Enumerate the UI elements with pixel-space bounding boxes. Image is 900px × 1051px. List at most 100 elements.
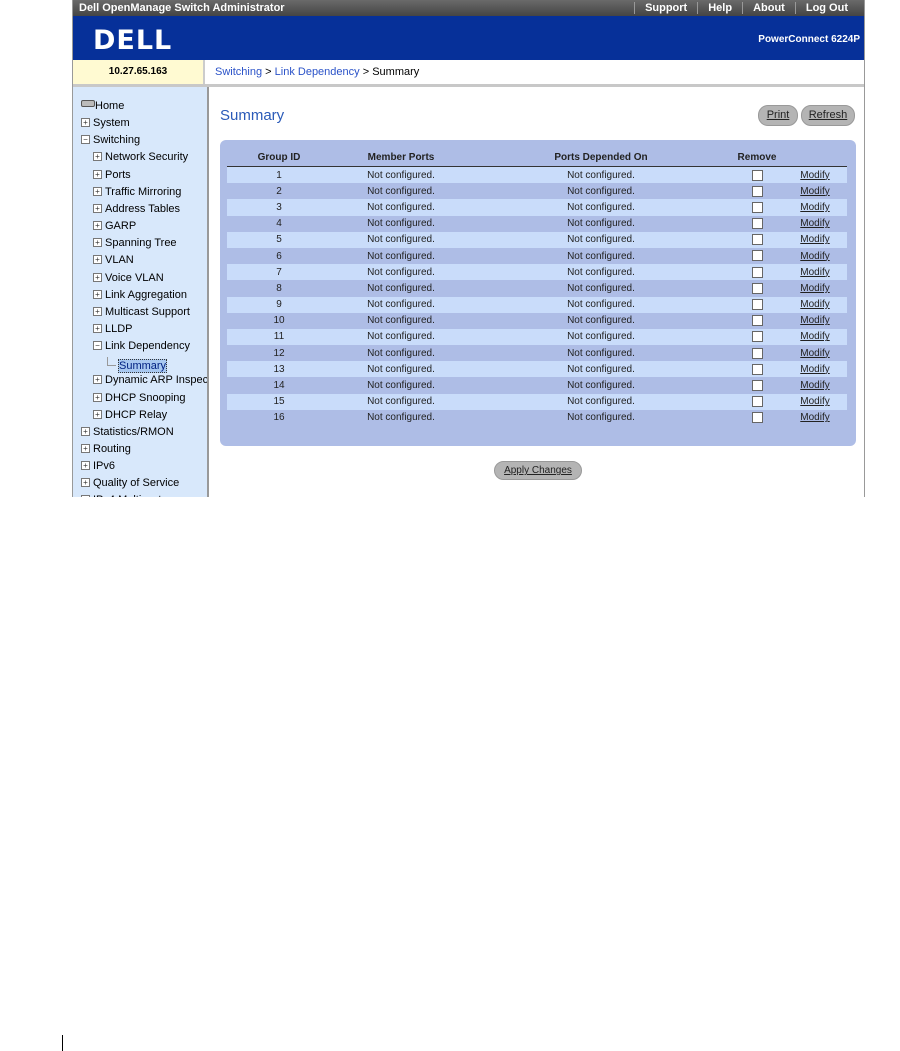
remove-checkbox[interactable] xyxy=(751,315,763,327)
group-id: 15 xyxy=(227,393,331,410)
col-group-id: Group ID xyxy=(227,148,331,167)
remove-checkbox[interactable] xyxy=(751,218,763,230)
expand-icon: + xyxy=(93,255,102,265)
refresh-button[interactable]: Refresh xyxy=(801,105,855,126)
sidebar-item-vlan[interactable]: + VLAN xyxy=(93,254,134,266)
expand-icon: + xyxy=(81,461,90,471)
sidebar-item-switching[interactable]: − Switching xyxy=(81,134,140,146)
ports-depended-on: Not configured. xyxy=(471,296,731,313)
help-link[interactable]: Help xyxy=(697,2,742,14)
modify-link[interactable]: Modify xyxy=(800,299,830,311)
modify-link[interactable]: Modify xyxy=(800,169,830,181)
sidebar-item-link-aggregation[interactable]: + Link Aggregation xyxy=(93,289,187,301)
group-id: 14 xyxy=(273,380,285,392)
remove-checkbox[interactable] xyxy=(751,347,763,359)
sidebar-item-quality-of-service[interactable]: + Quality of Service xyxy=(81,477,179,489)
modify-cell: Modify xyxy=(783,361,847,378)
breadcrumb-sep: > xyxy=(362,66,370,78)
table-row: 15 Not configured. Not configured. Modif… xyxy=(227,393,847,410)
support-link[interactable]: Support xyxy=(634,2,697,14)
modify-link[interactable]: Modify xyxy=(800,363,830,375)
modify-link[interactable]: Modify xyxy=(800,250,830,262)
sidebar-item-home[interactable]: Home xyxy=(81,100,124,112)
expand-icon: + xyxy=(81,118,90,128)
remove-checkbox[interactable] xyxy=(751,412,763,424)
sidebar-item-label: Link Dependency xyxy=(105,340,191,353)
remove-checkbox[interactable] xyxy=(751,169,763,181)
breadcrumb-link-dependency[interactable]: Link Dependency xyxy=(274,66,360,78)
sidebar-item-statistics-rmon[interactable]: + Statistics/RMON xyxy=(81,426,174,438)
remove-checkbox[interactable] xyxy=(751,201,763,213)
modify-cell: Modify xyxy=(783,393,847,410)
apply-changes-button[interactable]: Apply Changes xyxy=(494,461,582,480)
modify-link[interactable]: Modify xyxy=(800,331,830,343)
modify-link[interactable]: Modify xyxy=(800,412,830,424)
sidebar-item-ipv6[interactable]: + IPv6 xyxy=(81,460,115,472)
ports-depended-on: Not configured. xyxy=(471,361,731,378)
sidebar-item-dynamic-arp-inspecti[interactable]: + Dynamic ARP Inspecti xyxy=(93,374,209,387)
breadcrumb-switching[interactable]: Switching xyxy=(215,66,263,78)
sidebar-item-traffic-mirroring[interactable]: + Traffic Mirroring xyxy=(93,186,181,198)
sidebar-item-label: DHCP Relay xyxy=(105,408,168,421)
remove-cell xyxy=(731,231,783,248)
modify-link[interactable]: Modify xyxy=(800,315,830,327)
group-id: 16 xyxy=(273,412,285,424)
sidebar-item-multicast-support[interactable]: + Multicast Support xyxy=(93,306,190,318)
expand-icon: + xyxy=(93,152,102,162)
remove-cell xyxy=(731,410,783,426)
sidebar-item-ports[interactable]: + Ports xyxy=(93,169,131,181)
remove-cell xyxy=(731,313,783,329)
member-ports: Not configured. xyxy=(367,380,435,392)
modify-link[interactable]: Modify xyxy=(800,347,830,359)
about-link[interactable]: About xyxy=(742,2,795,14)
modify-link[interactable]: Modify xyxy=(800,396,830,408)
modify-link[interactable]: Modify xyxy=(800,282,830,294)
expand-icon: + xyxy=(93,221,102,231)
remove-checkbox[interactable] xyxy=(751,185,763,197)
modify-link[interactable]: Modify xyxy=(800,185,830,197)
modify-link[interactable]: Modify xyxy=(800,234,830,246)
sidebar-item-label: Spanning Tree xyxy=(105,237,177,250)
group-id: 6 xyxy=(276,250,282,262)
print-button[interactable]: Print xyxy=(758,105,798,126)
logout-link[interactable]: Log Out xyxy=(794,2,858,14)
sidebar-item-routing[interactable]: + Routing xyxy=(81,443,131,455)
sidebar-item-garp[interactable]: + GARP xyxy=(93,220,136,232)
modify-link[interactable]: Modify xyxy=(800,218,830,230)
remove-checkbox[interactable] xyxy=(751,396,763,408)
sidebar-item-summary[interactable]: Summary xyxy=(107,357,168,374)
remove-checkbox[interactable] xyxy=(751,266,763,278)
remove-checkbox[interactable] xyxy=(751,234,763,246)
sidebar-item-system[interactable]: + System xyxy=(81,117,130,129)
sidebar-item-address-tables[interactable]: + Address Tables xyxy=(93,203,180,215)
sidebar-item-label: Multicast Support xyxy=(105,305,190,318)
sidebar-item-spanning-tree[interactable]: + Spanning Tree xyxy=(93,237,177,249)
remove-checkbox[interactable] xyxy=(751,379,763,391)
remove-checkbox[interactable] xyxy=(751,363,763,375)
sidebar-item-label: DHCP Snooping xyxy=(105,391,186,404)
sidebar-item-label: Dynamic ARP Inspecti xyxy=(105,374,209,387)
expand-icon: + xyxy=(93,375,102,385)
sidebar-item-dhcp-relay[interactable]: + DHCP Relay xyxy=(93,409,167,421)
table-row: 2 Not configured. Not configured. Modify xyxy=(227,183,847,199)
sidebar-item-voice-vlan[interactable]: + Voice VLAN xyxy=(93,272,164,284)
modify-link[interactable]: Modify xyxy=(800,266,830,278)
modify-link[interactable]: Modify xyxy=(800,201,830,213)
sidebar-item-link-dependency[interactable]: − Link Dependency xyxy=(93,340,190,352)
remove-cell xyxy=(731,183,783,199)
ports-depended-on: Not configured. xyxy=(471,166,731,184)
sidebar-item-lldp[interactable]: + LLDP xyxy=(93,323,133,335)
sidebar-item-label: Network Security xyxy=(105,151,189,164)
sidebar-item-ipv4-multicast[interactable]: +IPv4 Multicast xyxy=(81,494,161,497)
remove-checkbox[interactable] xyxy=(751,331,763,343)
remove-checkbox[interactable] xyxy=(751,250,763,262)
sidebar-item-network-security[interactable]: + Network Security xyxy=(93,151,188,163)
sidebar-item-dhcp-snooping[interactable]: + DHCP Snooping xyxy=(93,392,186,404)
modify-link[interactable]: Modify xyxy=(800,380,830,392)
collapse-icon: − xyxy=(93,341,102,351)
ports-depended-on: Not configured. xyxy=(471,264,731,281)
group-id: 10 xyxy=(273,315,285,327)
group-id: 12 xyxy=(273,347,285,359)
remove-checkbox[interactable] xyxy=(751,282,763,294)
remove-checkbox[interactable] xyxy=(751,299,763,311)
